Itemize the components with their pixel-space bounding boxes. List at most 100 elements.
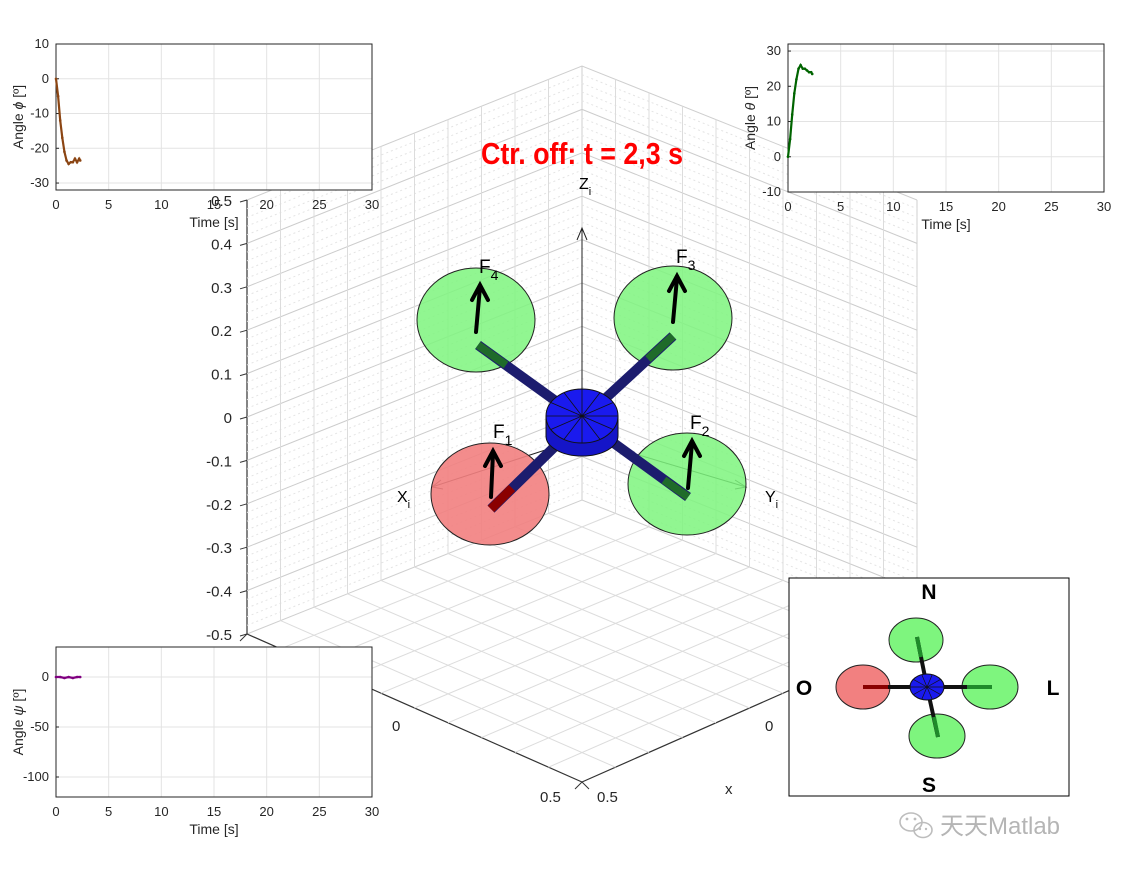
z-tick-label: 0.3 [211, 280, 232, 297]
data-point [63, 150, 66, 154]
floor-grid-line [414, 566, 750, 709]
x-tick-label: 0 [52, 197, 59, 212]
z-tick [239, 503, 248, 507]
yaw-angle-chart: 0 5 10 15 20 25 30 0 -50 -100 Time [s] Angle ψ [º] [10, 646, 379, 837]
compass-hub-spoke [926, 674, 933, 688]
floor-right-tick-label: 0.5 [597, 789, 618, 806]
y-tick-label: 30 [767, 43, 781, 58]
y-axis-label-symbol: ψ [10, 705, 26, 715]
y-axis-label: Angle ψ [º] [10, 689, 26, 756]
z-tick [239, 286, 248, 290]
quadrotor [416, 265, 747, 546]
figure-title: Ctr. off: t = 2,3 s [481, 136, 683, 171]
y-axis-label-prefix: Angle [10, 716, 26, 756]
force-arrowhead-4 [470, 280, 490, 302]
data-point [71, 676, 75, 680]
compass-hub-spoke [926, 686, 933, 700]
compass-arm-south-tip [932, 716, 940, 738]
data-point [78, 675, 82, 679]
floor-left-tick-label: 0.5 [540, 789, 561, 806]
data-point [56, 94, 60, 98]
y-tick-label: 0 [42, 71, 49, 86]
z-tick [239, 199, 248, 203]
z-tick-label: 0.5 [211, 193, 232, 210]
plot-frame [55, 646, 373, 798]
compass-hub-spoke [926, 686, 941, 695]
z-tick-label: 0.1 [211, 367, 232, 384]
compass-south-label: S [922, 774, 936, 797]
floor-tick [239, 633, 248, 642]
plot-frame [787, 43, 1105, 193]
x-tick-label: 0 [784, 199, 791, 214]
arm-2-tip [661, 476, 691, 501]
hub-spoke [550, 402, 583, 417]
data-point [805, 69, 809, 72]
data-point [71, 160, 75, 164]
hub-spokes [546, 389, 618, 443]
zi-arrowhead [576, 226, 588, 241]
floor-grid-line [447, 579, 784, 724]
data-point [67, 162, 70, 166]
x-tick-label: 20 [991, 199, 1005, 214]
force-arrowhead-3 [667, 271, 687, 293]
data-point [807, 70, 811, 74]
data-point [790, 113, 794, 116]
z-tick-label: 0 [224, 410, 232, 427]
compass-east-label: L [1047, 677, 1060, 700]
floor-tick [581, 781, 590, 790]
floor-left-tick-label: 0 [392, 718, 400, 735]
data-point [793, 92, 796, 95]
y-axis-label-unit: [º] [742, 86, 758, 103]
data-point [67, 675, 70, 679]
force-label-2: F2 [690, 413, 710, 439]
wechat-icon [899, 812, 933, 839]
data-point [810, 72, 814, 76]
y-tick-label: 20 [767, 78, 781, 93]
force-arrow-3 [671, 276, 679, 324]
data-point [54, 675, 58, 679]
scene3d-grid [246, 74, 918, 768]
data-point [54, 77, 58, 81]
data-point [797, 67, 800, 70]
hub-spoke [581, 402, 614, 417]
data-point [795, 77, 798, 81]
y-tick-label: 10 [767, 114, 781, 129]
data-point [78, 159, 82, 162]
y-axis-label-prefix: Angle [742, 110, 758, 150]
data-point [58, 675, 62, 679]
z-tick-label: -0.3 [206, 540, 232, 557]
compass-inset: N S L O [788, 577, 1070, 797]
zi-label: Zi [579, 176, 591, 198]
y-axis-label-symbol: θ [742, 102, 758, 110]
arm-3-tip [645, 333, 676, 362]
hub-spoke [581, 415, 614, 430]
watermark: 天天Matlab [899, 812, 1060, 840]
x-tick-label: 15 [207, 804, 221, 819]
z-tick [239, 329, 248, 333]
z-tick-label: 0.4 [211, 236, 232, 253]
x-tick-label: 10 [154, 197, 168, 212]
z-tick-label: -0.5 [206, 627, 232, 644]
yi-label: Yi [765, 489, 778, 511]
y-axis-label-unit: [º] [10, 85, 26, 102]
force-arrowhead-2 [682, 436, 702, 458]
y-tick-label: -30 [30, 175, 49, 190]
floor-tick [574, 781, 583, 790]
x-tick-label: 0 [52, 804, 59, 819]
floor-grid-line [481, 539, 817, 679]
scene3d-box: 0.5 0.4 0.3 0.2 0.1 0 -0.1 -0.2 -0.3 -0.4 -0.5 [206, 65, 925, 790]
x-axis-title: x [725, 781, 733, 798]
x-tick-label: 25 [1044, 199, 1058, 214]
z-tick [239, 242, 248, 246]
x-tick-label: 10 [154, 804, 168, 819]
data-point [75, 675, 79, 679]
data-point [69, 160, 73, 164]
data-point [786, 155, 790, 159]
z-tick-label: -0.4 [206, 584, 232, 601]
force-arrow-2 [686, 441, 694, 490]
y-axis-label-unit: [º] [10, 689, 26, 706]
hub-spoke [563, 415, 583, 440]
hub-spoke [550, 415, 583, 430]
